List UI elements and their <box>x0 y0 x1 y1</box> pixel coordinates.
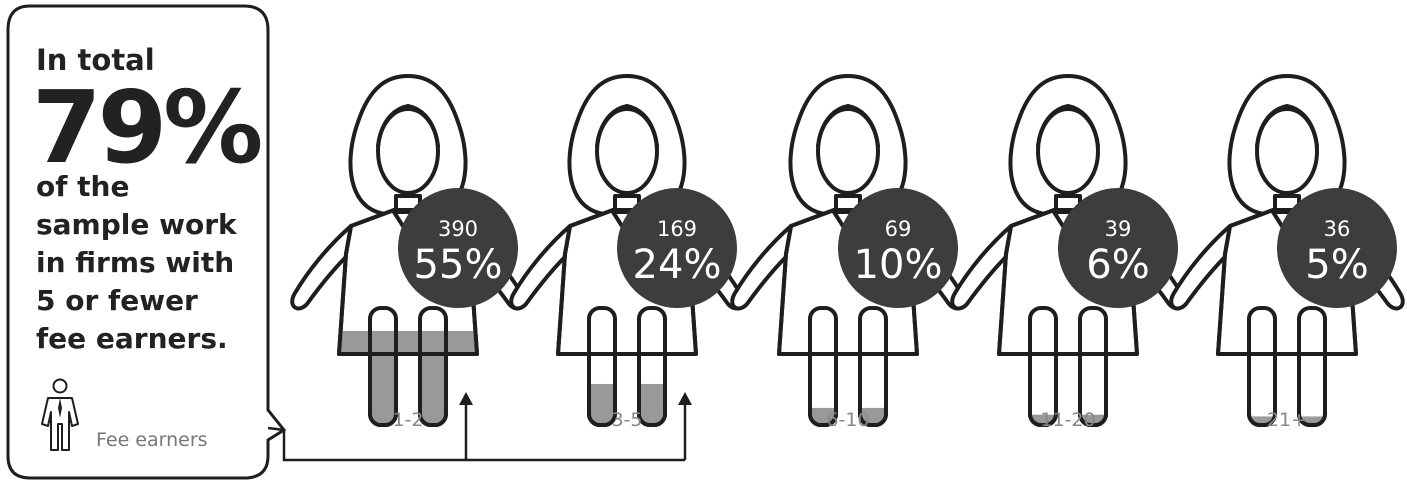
badge-count-label: 39 <box>1105 217 1132 241</box>
badge-percent-label: 10% <box>854 242 943 288</box>
badge-count-label: 36 <box>1324 217 1351 241</box>
category-label-21+: 21+ <box>1267 409 1307 431</box>
arrowhead-3-5 <box>678 392 692 405</box>
category-label-11-20: 11-20 <box>1040 409 1095 431</box>
badge-circle <box>398 188 518 308</box>
arrowhead-1-2 <box>459 392 473 405</box>
category-label-1-2: 1-2 <box>392 409 423 431</box>
category-label-3-5: 3-5 <box>611 409 642 431</box>
callout-body-line: fee earners. <box>36 322 228 355</box>
legend-label: Fee earners <box>96 429 208 451</box>
badge-circle <box>838 188 958 308</box>
figure-11-20: 396% <box>950 74 1186 427</box>
badge-11-20: 396% <box>1058 188 1178 308</box>
badge-percent-label: 6% <box>1086 242 1149 288</box>
badge-circle <box>617 188 737 308</box>
fee-earner-person-icon <box>41 378 79 451</box>
badge-percent-label: 55% <box>414 242 503 288</box>
callout-body-line: sample work <box>36 208 238 241</box>
callout: In total 79% of the sample work in firms w… <box>6 4 287 480</box>
callout-body-line: of the <box>36 170 129 203</box>
callout-body: of the sample work in firms with 5 or fewer… <box>36 170 238 355</box>
badge-circle <box>1058 188 1178 308</box>
badge-count-label: 169 <box>657 217 697 241</box>
badge-count-label: 69 <box>885 217 912 241</box>
figure-21+: 365% <box>1169 74 1405 427</box>
callout-body-line: in firms with <box>36 246 234 279</box>
badge-circle <box>1277 188 1397 308</box>
bracket-line <box>267 426 685 462</box>
category-labels: 1-2 3-5 6-10 11-20 21+ <box>392 409 1307 431</box>
badge-count-label: 390 <box>438 217 478 241</box>
badge-percent-label: 5% <box>1305 242 1368 288</box>
callout-body-line: 5 or fewer <box>36 284 198 317</box>
category-label-6-10: 6-10 <box>826 409 869 431</box>
callout-bubble <box>6 4 287 480</box>
bracket-connector <box>267 392 692 462</box>
badge-percent-label: 24% <box>633 242 722 288</box>
callout-big-value: 79% <box>32 69 261 186</box>
badge-21+: 365% <box>1277 188 1397 308</box>
callout-heading: In total <box>36 43 155 77</box>
